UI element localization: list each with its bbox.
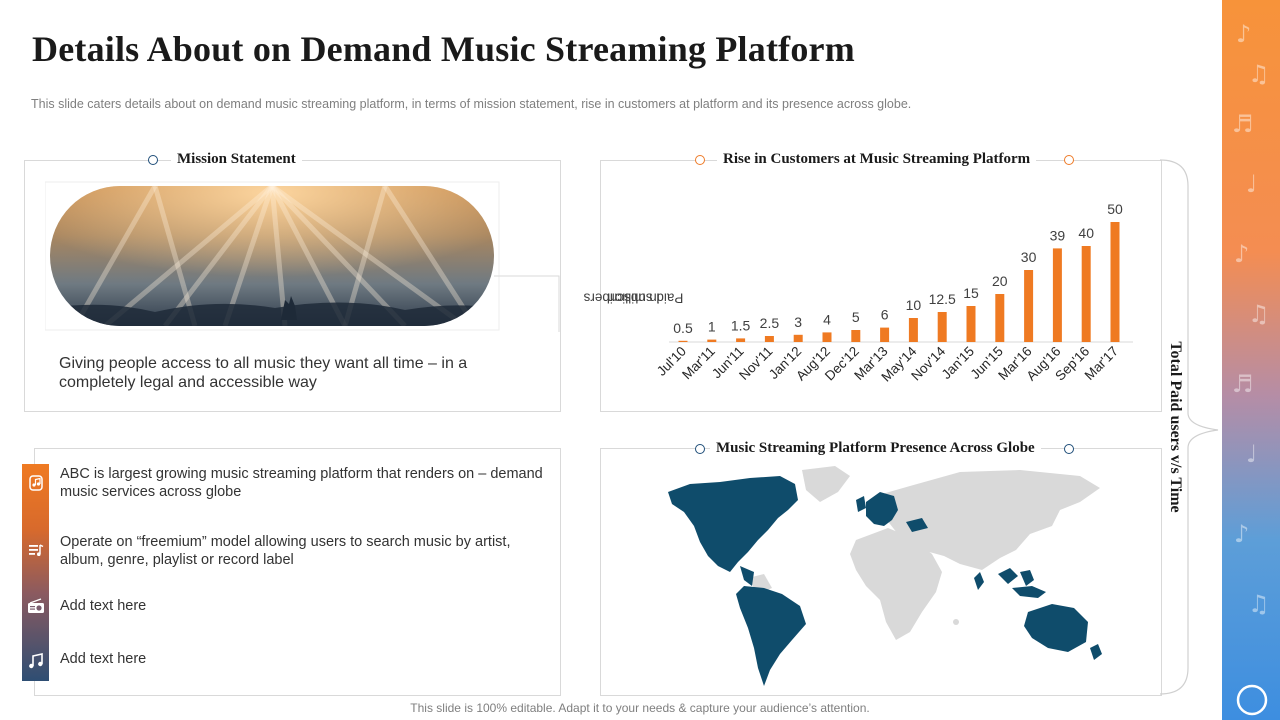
feature-text: ABC is largest growing music streaming p…	[60, 466, 543, 500]
bar-value-label: 1.5	[731, 317, 751, 333]
mission-text: Giving people access to all music they w…	[59, 355, 468, 391]
chart-bullet-icon	[1064, 155, 1074, 165]
music-note-icon: ♩	[1246, 440, 1258, 468]
feature-text: Operate on “freemium” model allowing use…	[60, 534, 511, 568]
chart-bar	[966, 306, 976, 342]
bar-value-label: 2.5	[760, 315, 780, 331]
bar-value-label: 1	[708, 319, 716, 335]
radio-icon	[22, 592, 49, 619]
page-subtitle: This slide caters details about on deman…	[31, 97, 912, 111]
features-panel	[34, 448, 561, 696]
music-note-icon: ♩	[1246, 170, 1258, 198]
bar-value-label: 30	[1021, 249, 1037, 265]
bar-value-label: 3	[794, 314, 802, 330]
chart-bar	[822, 332, 832, 342]
chart-bar	[678, 340, 688, 342]
map-bullet-icon	[695, 444, 705, 454]
bar-value-label: 5	[852, 309, 860, 325]
bar-value-label: 10	[906, 297, 922, 313]
side-axis-label: Total Paid users v/s Time	[1167, 341, 1184, 513]
chart-bar	[736, 338, 746, 342]
bar-value-label: 12.5	[929, 291, 956, 307]
bar-value-label: 6	[881, 307, 889, 323]
music-note-icon: ♬	[1232, 370, 1254, 398]
bar-value-label: 4	[823, 311, 831, 327]
music-note-icon: ♪	[1234, 520, 1250, 548]
bar-value-label: 0.5	[673, 320, 693, 336]
chart-bar	[880, 327, 890, 342]
x-tick-label: Nov'11	[736, 344, 775, 383]
music-note-icon: ♫	[1248, 590, 1270, 618]
chart-bar	[707, 339, 717, 342]
feature-text: Add text here	[60, 598, 147, 614]
feature-icon-strip	[22, 464, 49, 681]
chart-bar	[764, 336, 774, 342]
chart-bar	[793, 334, 803, 342]
subscriber-bar-chart: 0.5Jul'101Mar'111.5Jun'112.5Nov'113Jan'1…	[655, 201, 1133, 385]
chart-bar	[1081, 246, 1091, 342]
music-note-icon: ♪	[1234, 240, 1250, 268]
bracket-divider	[1159, 159, 1219, 695]
bar-value-label: 39	[1050, 227, 1066, 243]
music-note-icon: ♫	[1248, 60, 1270, 88]
chart-bar	[995, 294, 1005, 342]
feature-text: Add text here	[60, 651, 147, 667]
bar-value-label: 20	[992, 273, 1008, 289]
bar-value-label: 40	[1078, 225, 1094, 241]
chart-bar	[937, 312, 947, 342]
bar-value-label: 15	[963, 285, 979, 301]
music-note-icon	[22, 647, 49, 674]
music-note-icon: ♫	[1248, 300, 1270, 328]
concert-photo	[45, 181, 560, 332]
footer-note: This slide is 100% editable. Adapt it to…	[410, 701, 870, 715]
x-tick-label: Mar'11	[679, 344, 718, 383]
y-label-line: in million	[606, 290, 660, 306]
bar-value-label: 50	[1107, 201, 1123, 217]
page-title: Details About on Demand Music Streaming …	[32, 29, 855, 69]
playlist-icon	[22, 536, 49, 563]
map-title: Music Streaming Platform Presence Across…	[710, 440, 1041, 457]
chart-bullet-icon	[695, 155, 705, 165]
chart-bar	[851, 330, 861, 342]
mission-title: Mission Statement	[171, 151, 302, 168]
chart-bar	[1110, 222, 1120, 342]
map-bullet-icon	[1064, 444, 1074, 454]
chart-bar	[908, 318, 918, 342]
mission-bullet-icon	[148, 155, 158, 165]
circle-logo-icon	[1236, 684, 1268, 716]
chart-panel	[600, 160, 1162, 412]
music-note-icon: ♪	[1236, 20, 1252, 48]
chart-title: Rise in Customers at Music Streaming Pla…	[717, 151, 1037, 168]
world-map	[668, 466, 1102, 686]
chart-bar	[1052, 248, 1062, 342]
decorative-music-band: ♪ ♫ ♬ ♩ ♪ ♫ ♬ ♩ ♪ ♫	[1222, 0, 1280, 720]
chart-y-axis-label: Paid subscribers in million	[583, 242, 683, 354]
chart-bar	[1024, 270, 1034, 342]
music-note-icon: ♬	[1232, 110, 1254, 138]
music-app-icon	[22, 469, 49, 496]
